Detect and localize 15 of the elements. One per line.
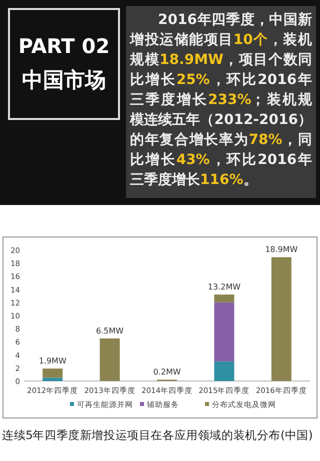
text: PART 02 (17, 34, 111, 58)
total-label: 0.2MW (153, 368, 181, 377)
bar (214, 302, 234, 362)
text: 中国市场 (21, 67, 107, 94)
bar (42, 378, 63, 381)
text: 连续5年四季度新增投运项目在各应用领域的装机分布(中国) (2, 428, 314, 443)
bar (214, 294, 234, 302)
bar (100, 338, 120, 381)
total-label: 6.5MW (96, 326, 124, 336)
total-label: 1.9MW (38, 356, 66, 366)
total-label: 13.2MW (208, 282, 241, 292)
bar (42, 368, 63, 378)
bar (271, 257, 292, 381)
bar (214, 361, 234, 381)
total-label: 18.9MW (265, 245, 298, 254)
